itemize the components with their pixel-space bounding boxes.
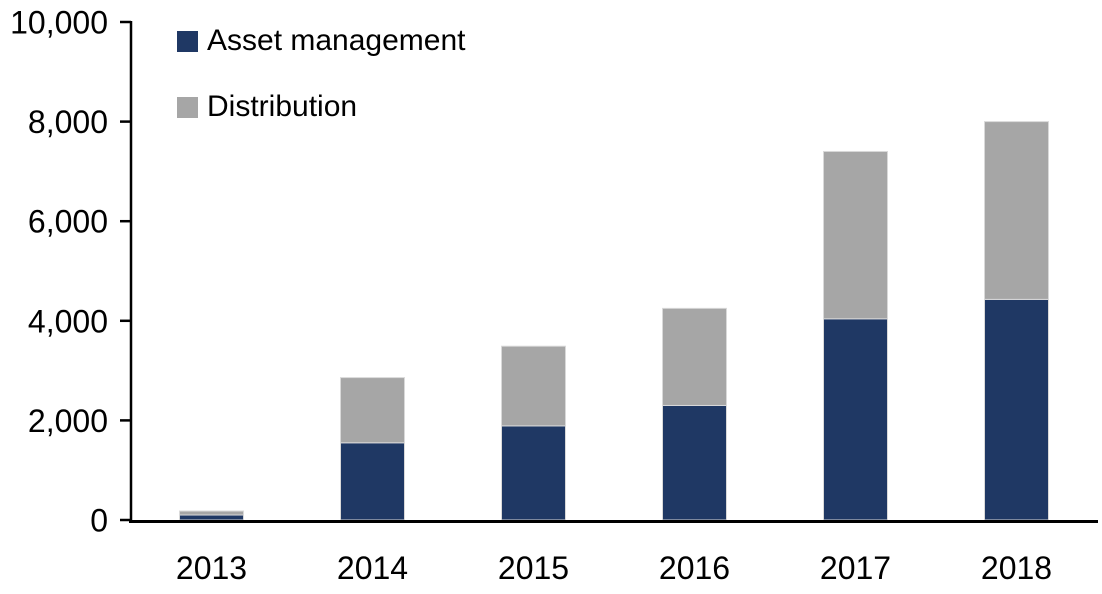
bar-segment-2016-asset-management — [662, 404, 727, 521]
x-tick-label-2016: 2016 — [659, 550, 730, 586]
bar-segment-2017-distribution — [823, 150, 888, 320]
bar-segment-2018-asset-management — [984, 298, 1049, 521]
bar-segment-2015-asset-management — [501, 425, 566, 521]
y-tick-label-4000: 4,000 — [28, 303, 108, 339]
bar-segment-2017-asset-management — [823, 318, 888, 521]
legend-label-distribution: Distribution — [207, 90, 358, 123]
asset-management-swatch-icon — [177, 30, 198, 52]
distribution-swatch-icon — [177, 96, 198, 118]
legend-item-asset-management: Asset management — [177, 26, 465, 56]
bar-segment-2015-distribution — [501, 345, 566, 427]
bar-segment-2014-asset-management — [340, 442, 405, 521]
y-tick-label-8000: 8,000 — [28, 104, 108, 140]
bar-segment-2016-distribution — [662, 307, 727, 406]
legend-label-asset-management: Asset management — [207, 24, 466, 57]
y-tick-label-10000: 10,000 — [10, 5, 108, 41]
bar-segment-2018-distribution — [984, 121, 1049, 300]
y-tick-label-0: 0 — [90, 503, 108, 539]
bar-segment-2014-distribution — [340, 377, 405, 444]
x-tick-label-2014: 2014 — [337, 550, 408, 586]
x-tick-label-2013: 2013 — [176, 550, 247, 586]
y-tick-label-2000: 2,000 — [28, 403, 108, 439]
legend-item-distribution: Distribution — [177, 92, 357, 122]
x-tick-label-2018: 2018 — [981, 550, 1052, 586]
bar-segment-2013-distribution — [179, 510, 244, 516]
x-tick-label-2015: 2015 — [498, 550, 569, 586]
bar-segment-2013-asset-management — [179, 514, 244, 521]
x-tick-label-2017: 2017 — [820, 550, 891, 586]
y-tick-label-6000: 6,000 — [28, 204, 108, 240]
